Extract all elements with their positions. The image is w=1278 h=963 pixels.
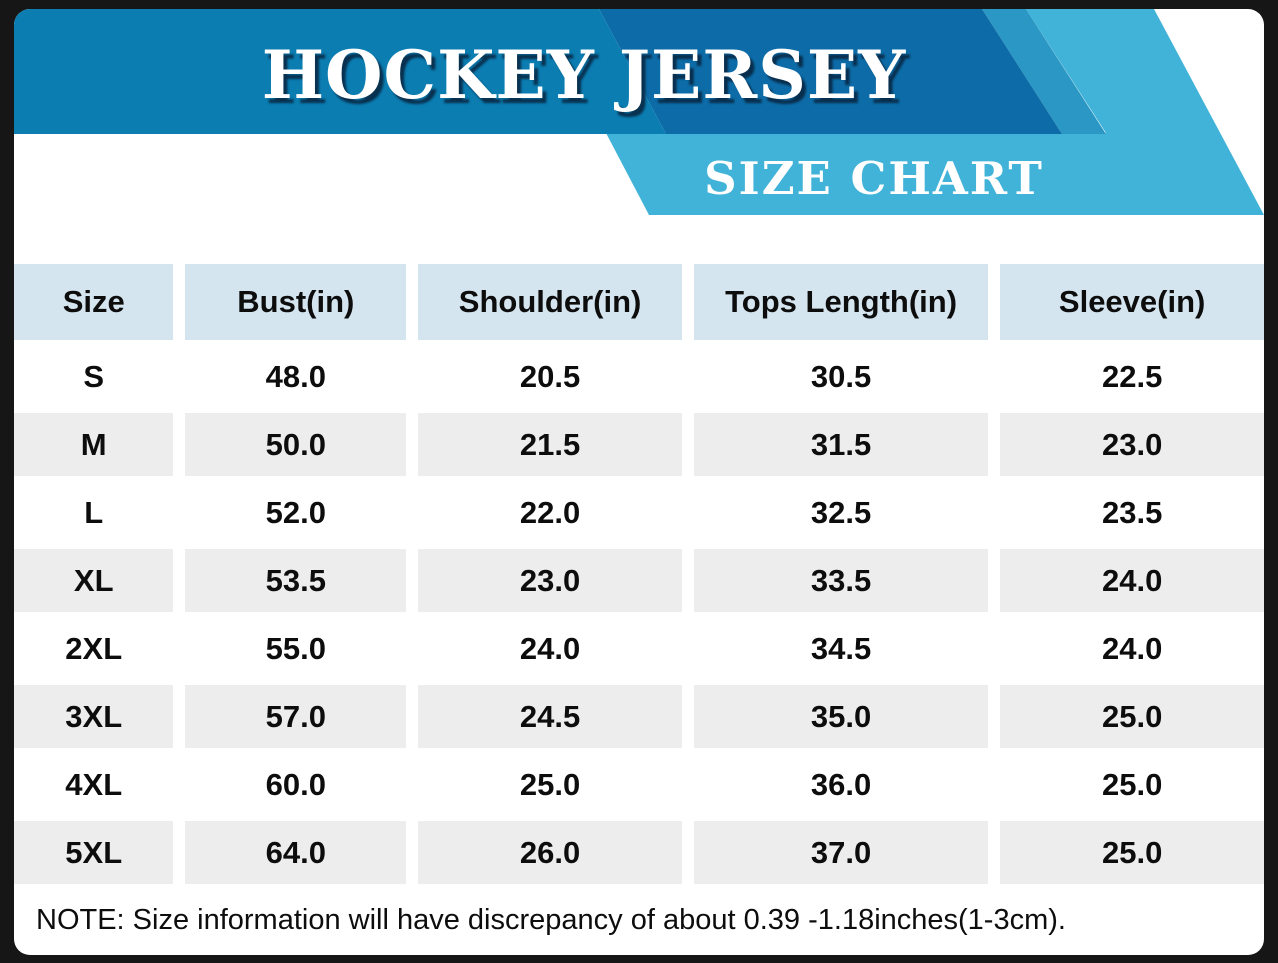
size-table-container: Size Bust(in) Shoulder(in) Tops Length(in) S… (14, 259, 1264, 889)
table-cell: 20.5 (418, 345, 682, 408)
table-cell: 26.0 (418, 821, 682, 884)
table-row: S 48.0 20.5 30.5 22.5 (14, 345, 1264, 408)
table-row: 5XL 64.0 26.0 37.0 25.0 (14, 821, 1264, 884)
table-cell: 23.0 (1000, 413, 1264, 476)
size-table-body: S 48.0 20.5 30.5 22.5 M 50.0 21.5 31.5 23.0 L 52.0 2… (14, 345, 1264, 884)
table-cell: 57.0 (185, 685, 407, 748)
table-row: 3XL 57.0 24.5 35.0 25.0 (14, 685, 1264, 748)
size-chart-banner-label: SIZE CHART (704, 152, 1044, 205)
table-row: 4XL 60.0 25.0 36.0 25.0 (14, 753, 1264, 816)
table-row: L 52.0 22.0 32.5 23.5 (14, 481, 1264, 544)
table-cell: 52.0 (185, 481, 407, 544)
table-row: XL 53.5 23.0 33.5 24.0 (14, 549, 1264, 612)
column-header-sleeve-in: Sleeve(in) (1000, 264, 1264, 340)
table-cell: 23.5 (1000, 481, 1264, 544)
table-cell: 4XL (14, 753, 174, 816)
table-cell: 2XL (14, 617, 174, 680)
table-cell: XL (14, 549, 174, 612)
table-cell: 24.5 (418, 685, 682, 748)
table-cell: 31.5 (693, 413, 989, 476)
table-cell: 55.0 (185, 617, 407, 680)
column-header-bust-in: Bust(in) (185, 264, 407, 340)
size-table: Size Bust(in) Shoulder(in) Tops Length(in) S… (14, 259, 1264, 889)
table-cell: 25.0 (1000, 685, 1264, 748)
table-cell: 23.0 (418, 549, 682, 612)
size-note: NOTE: Size information will have discrep… (36, 904, 1066, 936)
banner-darkblue-diagonal-shape (599, 9, 1062, 134)
header-banner: HOCKEY JERSEY SIZE CHART (14, 9, 1264, 217)
size-chart-card: HOCKEY JERSEY SIZE CHART Size Bust(in) Sho… (14, 9, 1264, 955)
table-cell: 24.0 (1000, 617, 1264, 680)
table-cell: 25.0 (1000, 821, 1264, 884)
table-cell: 34.5 (693, 617, 989, 680)
table-cell: 33.5 (693, 549, 989, 612)
table-cell: 32.5 (693, 481, 989, 544)
table-cell: S (14, 345, 174, 408)
table-cell: 36.0 (693, 753, 989, 816)
table-cell: L (14, 481, 174, 544)
table-cell: 48.0 (185, 345, 407, 408)
table-cell: 24.0 (1000, 549, 1264, 612)
table-cell: 22.0 (418, 481, 682, 544)
column-header-tops-length-in: Tops Length(in) (693, 264, 989, 340)
table-cell: 37.0 (693, 821, 989, 884)
table-cell: 25.0 (418, 753, 682, 816)
column-header-size: Size (14, 264, 174, 340)
table-cell: 25.0 (1000, 753, 1264, 816)
page-title: HOCKEY JERSEY (261, 36, 907, 114)
table-cell: 50.0 (185, 413, 407, 476)
table-cell: 22.5 (1000, 345, 1264, 408)
column-header-shoulder-in: Shoulder(in) (418, 264, 682, 340)
table-cell: 21.5 (418, 413, 682, 476)
size-table-header: Size Bust(in) Shoulder(in) Tops Length(in) S… (14, 264, 1264, 340)
table-row: M 50.0 21.5 31.5 23.0 (14, 413, 1264, 476)
table-header-row: Size Bust(in) Shoulder(in) Tops Length(in) S… (14, 264, 1264, 340)
table-cell: 3XL (14, 685, 174, 748)
table-cell: 60.0 (185, 753, 407, 816)
table-cell: 53.5 (185, 549, 407, 612)
table-cell: 5XL (14, 821, 174, 884)
table-cell: 24.0 (418, 617, 682, 680)
table-cell: 64.0 (185, 821, 407, 884)
table-cell: 35.0 (693, 685, 989, 748)
banner-blue-band-shape (14, 9, 666, 134)
table-row: 2XL 55.0 24.0 34.5 24.0 (14, 617, 1264, 680)
table-cell: M (14, 413, 174, 476)
table-cell: 30.5 (693, 345, 989, 408)
